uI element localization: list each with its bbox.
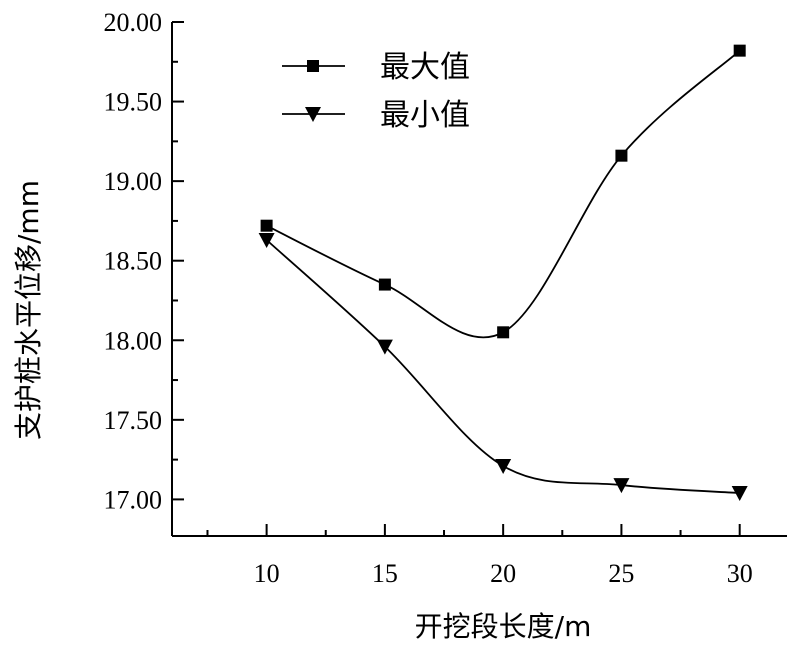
y-tick-label: 19.00 — [104, 167, 163, 196]
data-point-max — [733, 44, 746, 57]
data-point-max — [260, 219, 273, 232]
y-tick-label: 20.00 — [104, 8, 163, 37]
x-ticks: 10 15 20 25 30 — [206, 524, 753, 588]
x-tick-label: 25 — [608, 559, 634, 588]
axes — [171, 22, 787, 537]
y-axis-label: 支护桩水平位移/mm — [12, 180, 45, 440]
y-tick-label: 17.50 — [104, 406, 163, 435]
x-tick-label: 10 — [254, 559, 280, 588]
data-point-max — [378, 278, 391, 291]
y-tick-label: 19.50 — [104, 88, 163, 117]
x-tick-label: 20 — [490, 559, 516, 588]
x-tick-label: 15 — [372, 559, 398, 588]
data-point-min — [731, 486, 748, 502]
legend-marker-min — [305, 107, 321, 122]
data-point-max — [497, 326, 510, 339]
data-point-min — [376, 339, 393, 355]
data-point-min — [613, 478, 630, 494]
legend-marker-max — [307, 60, 319, 72]
series-line-min — [266, 239, 740, 494]
x-axis-label: 开挖段长度/m — [415, 610, 592, 643]
series-line-max — [266, 49, 741, 339]
y-tick-label: 17.00 — [104, 485, 163, 514]
legend-label-max: 最大值 — [380, 50, 470, 85]
y-ticks: 17.00 17.50 18.00 18.50 19.00 19.50 20.00 — [104, 8, 184, 514]
y-tick-label: 18.50 — [104, 247, 163, 276]
y-tick-label: 18.00 — [104, 326, 163, 355]
x-tick-label: 30 — [727, 559, 753, 588]
legend-label-min: 最小值 — [380, 98, 470, 133]
data-point-min — [495, 458, 512, 474]
series-group — [258, 44, 748, 502]
data-point-max — [615, 149, 628, 162]
data-point-min — [258, 233, 275, 249]
